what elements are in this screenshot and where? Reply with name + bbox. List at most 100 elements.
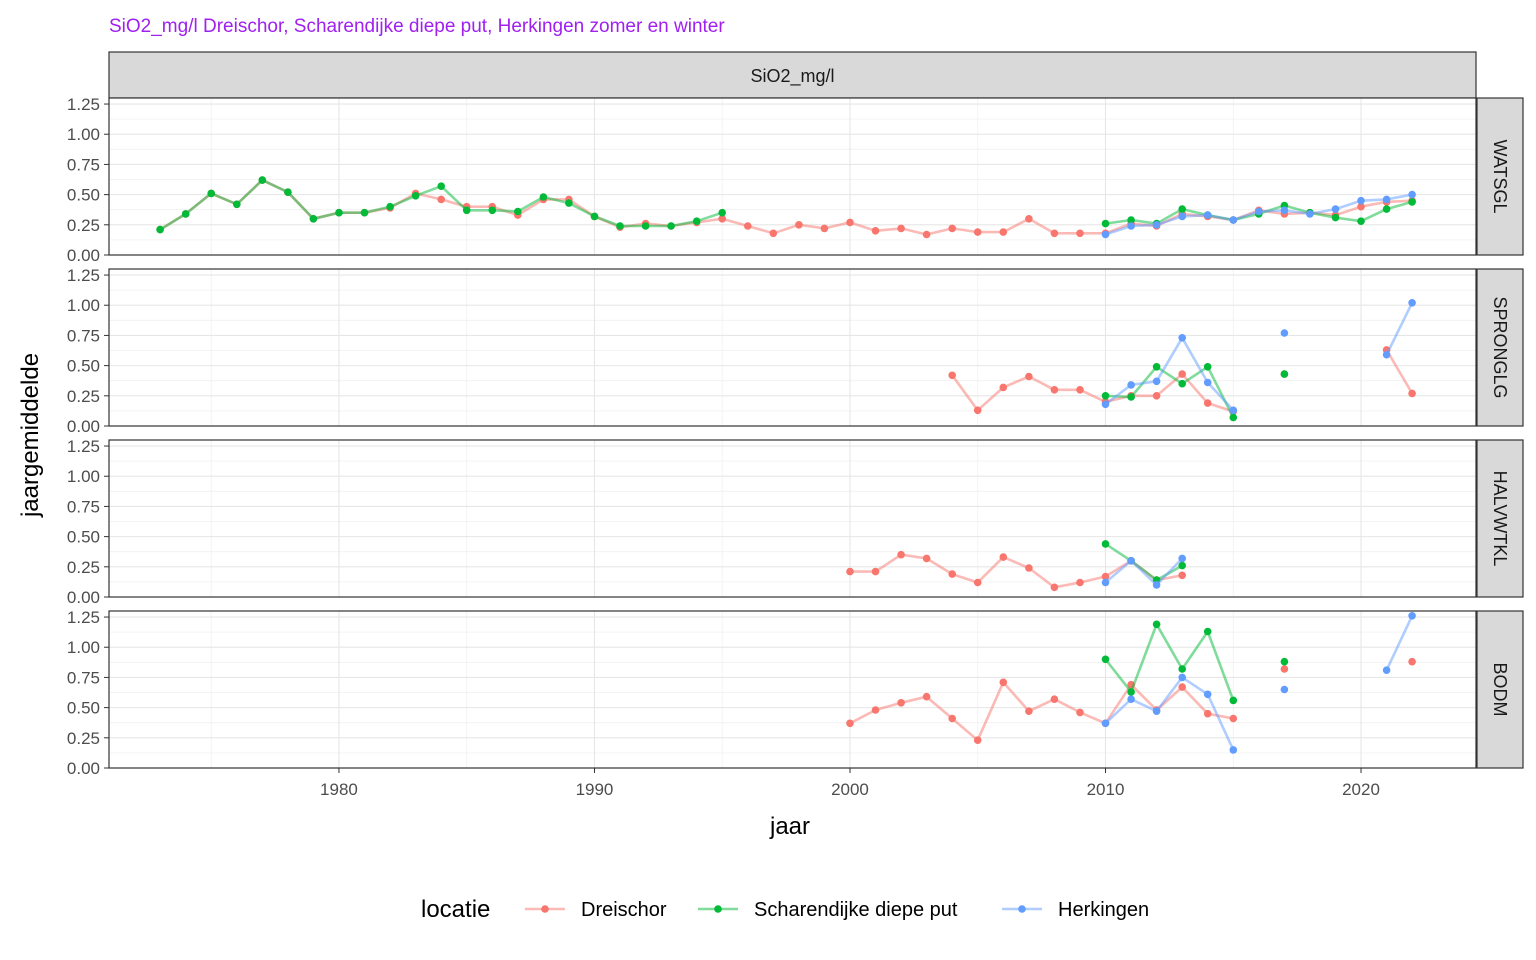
chart-title: SiO2_mg/l Dreischor, Scharendijke diepe … (109, 16, 725, 37)
data-point (1255, 207, 1263, 216)
data-point (1382, 350, 1391, 359)
series-line (1385, 302, 1414, 356)
data-point (820, 224, 829, 233)
data-point (1127, 695, 1135, 703)
data-point (1050, 229, 1059, 238)
data-point (846, 567, 854, 576)
y-tick-label: 0.25 (67, 216, 100, 235)
series-herkingen (1101, 554, 1186, 589)
data-point (1101, 400, 1110, 409)
panel-border (108, 97, 1477, 256)
y-tick-label: 0.50 (67, 186, 100, 205)
data-point (386, 202, 394, 211)
x-tick-label: 2010 (1087, 780, 1125, 799)
data-point (1076, 229, 1084, 238)
row-strip-label: HALVWTKL (1490, 471, 1510, 567)
data-point (1178, 673, 1186, 682)
data-point (922, 230, 931, 239)
series-line (1104, 676, 1235, 751)
data-point (871, 567, 880, 576)
y-tick-label: 0.00 (67, 759, 100, 778)
data-point (1203, 690, 1212, 699)
y-tick-label: 1.25 (67, 608, 100, 627)
data-point (1408, 612, 1416, 620)
y-tick-label: 1.00 (67, 467, 100, 486)
data-point (718, 208, 726, 217)
data-point (973, 406, 982, 415)
data-point (1050, 386, 1059, 394)
data-point (1025, 215, 1033, 223)
data-point (1050, 695, 1059, 703)
panel-background (109, 611, 1476, 768)
data-point (1331, 205, 1340, 213)
y-tick-label: 1.25 (67, 437, 100, 456)
legend-item-herkingen: Herkingen (1002, 899, 1149, 921)
data-point (1178, 212, 1186, 221)
row-strip-background (1476, 268, 1524, 427)
column-strip-label: SiO2_mg/l (750, 66, 834, 87)
x-axis-title: jaar (769, 813, 810, 840)
data-point (565, 199, 573, 207)
data-point (744, 222, 752, 230)
data-point (948, 570, 956, 578)
y-tick-label: 1.00 (67, 296, 100, 315)
data-point (1101, 219, 1110, 228)
data-point (1408, 389, 1416, 398)
data-point (1152, 363, 1161, 371)
data-point (1152, 377, 1161, 386)
legend-label: Herkingen (1058, 899, 1149, 921)
data-point (181, 210, 190, 218)
x-axis: 1980 1990 2000 2010 2020 (320, 768, 1380, 799)
data-point (1229, 216, 1238, 224)
x-tick-label: 2020 (1342, 780, 1380, 799)
series-line (1385, 615, 1414, 671)
y-tick-label: 1.25 (67, 95, 100, 114)
data-point (1025, 564, 1033, 572)
data-point (284, 188, 292, 196)
data-point (1357, 196, 1365, 205)
data-point (999, 383, 1008, 392)
panel-background (109, 98, 1476, 255)
data-point (1203, 709, 1212, 718)
data-point (1280, 329, 1289, 337)
legend-item-scharendijke-diepe-put: Scharendijke diepe put (698, 899, 958, 921)
y-tick-label: 1.00 (67, 125, 100, 144)
data-point (999, 678, 1008, 687)
series-line (1104, 622, 1235, 701)
data-point (1025, 372, 1033, 381)
data-point (1101, 230, 1110, 239)
y-tick-label: 0.25 (67, 729, 100, 748)
data-point (1178, 571, 1186, 580)
data-point (897, 699, 905, 707)
data-point (462, 206, 471, 215)
data-point (718, 215, 726, 223)
data-point (1152, 392, 1161, 400)
data-point (1203, 211, 1212, 219)
series-line (1104, 557, 1184, 587)
data-point (999, 553, 1008, 561)
x-tick-label: 1990 (576, 780, 614, 799)
data-point (692, 217, 701, 225)
data-point (1408, 190, 1416, 199)
data-point (207, 189, 215, 198)
data-point (1076, 578, 1084, 587)
legend-label: Scharendijke diepe put (754, 899, 958, 921)
data-point (871, 227, 880, 235)
data-point (1152, 707, 1161, 715)
y-tick-label: 0.75 (67, 668, 100, 687)
y-tick-label: 0.00 (67, 588, 100, 607)
legend-title: locatie (421, 896, 490, 923)
series-herkingen (1101, 612, 1416, 754)
data-point (539, 193, 548, 201)
data-point (1203, 378, 1212, 387)
data-point (309, 215, 318, 223)
data-point (1127, 216, 1135, 224)
data-point (1229, 696, 1238, 705)
series-line (1104, 336, 1235, 412)
series-scharendijke-diepe-put (1101, 620, 1289, 705)
row-strip-background (1476, 439, 1524, 598)
data-point (1178, 334, 1186, 342)
y-tick-label: 0.25 (67, 387, 100, 406)
legend-key-point (714, 905, 722, 913)
data-point (641, 222, 650, 230)
